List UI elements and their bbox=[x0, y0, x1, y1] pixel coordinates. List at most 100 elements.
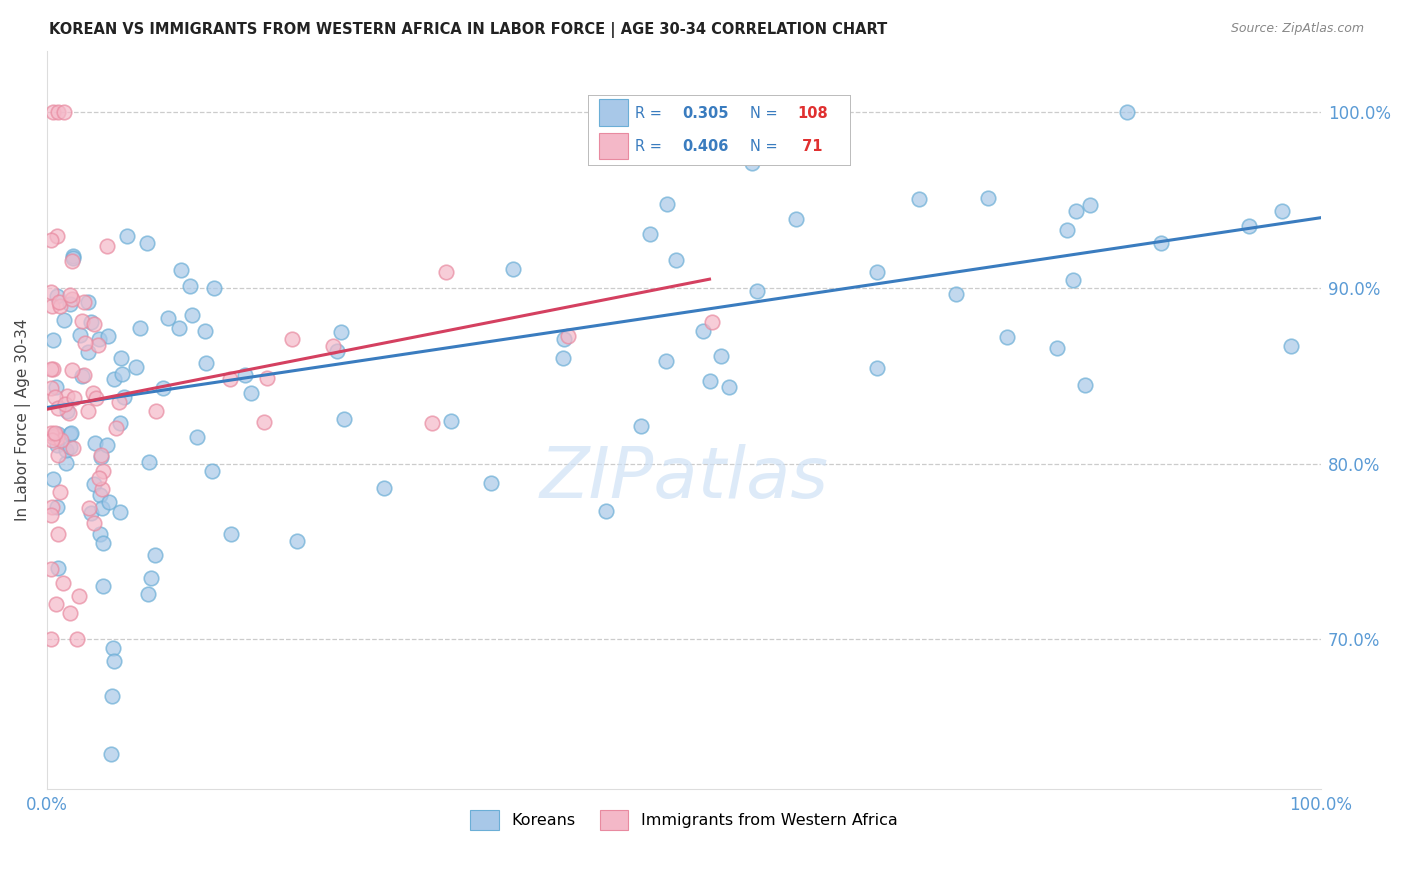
Point bbox=[179, 279, 201, 293]
Point bbox=[253, 415, 276, 429]
Point bbox=[87, 332, 110, 346]
Point bbox=[108, 416, 131, 430]
Point bbox=[139, 571, 162, 585]
Point bbox=[62, 441, 84, 455]
Point bbox=[59, 426, 82, 441]
Point bbox=[710, 349, 733, 363]
Point bbox=[89, 488, 111, 502]
Point bbox=[718, 380, 741, 394]
Point bbox=[41, 430, 63, 444]
Point bbox=[373, 481, 395, 495]
Point bbox=[45, 437, 67, 451]
Point bbox=[39, 508, 62, 522]
Point bbox=[51, 433, 73, 447]
Point bbox=[60, 363, 83, 377]
Point bbox=[72, 314, 94, 328]
Point bbox=[89, 471, 111, 485]
Point bbox=[77, 294, 100, 309]
Legend: Koreans, Immigrants from Western Africa: Koreans, Immigrants from Western Africa bbox=[464, 804, 904, 837]
Point bbox=[1271, 204, 1294, 219]
Point bbox=[76, 345, 98, 359]
Point bbox=[46, 105, 69, 120]
Point bbox=[67, 589, 90, 603]
Text: ZIPatlas: ZIPatlas bbox=[540, 444, 828, 513]
Point bbox=[91, 464, 114, 478]
Point bbox=[73, 294, 96, 309]
Point bbox=[59, 606, 82, 620]
Point bbox=[479, 476, 502, 491]
Point bbox=[45, 597, 67, 611]
Point bbox=[103, 654, 125, 668]
Point bbox=[655, 354, 678, 368]
Point bbox=[39, 562, 62, 576]
Point bbox=[46, 561, 69, 575]
Point bbox=[1064, 204, 1087, 219]
Point bbox=[665, 252, 688, 267]
Point bbox=[39, 632, 62, 647]
Point bbox=[1239, 219, 1261, 233]
Point bbox=[256, 371, 278, 385]
Point bbox=[98, 495, 121, 509]
Point bbox=[135, 236, 157, 251]
Point bbox=[41, 500, 63, 515]
Point bbox=[1056, 223, 1078, 237]
Point bbox=[502, 261, 524, 276]
Point bbox=[96, 239, 118, 253]
Point bbox=[219, 372, 242, 386]
Point bbox=[551, 351, 574, 365]
Point bbox=[46, 229, 69, 244]
Point bbox=[108, 505, 131, 519]
Point bbox=[91, 536, 114, 550]
Point bbox=[46, 431, 69, 445]
Point bbox=[219, 527, 242, 541]
Point bbox=[56, 389, 79, 403]
Point bbox=[167, 321, 190, 335]
Point bbox=[553, 332, 575, 346]
Point bbox=[80, 506, 103, 520]
Point bbox=[233, 368, 256, 382]
Point bbox=[111, 367, 134, 381]
Point bbox=[41, 300, 63, 314]
Point bbox=[100, 747, 122, 761]
Point bbox=[39, 285, 62, 299]
Point bbox=[62, 251, 84, 265]
Point bbox=[125, 359, 148, 374]
Point bbox=[1073, 378, 1095, 392]
Point bbox=[76, 403, 98, 417]
Point bbox=[59, 297, 82, 311]
Point bbox=[91, 500, 114, 515]
Point bbox=[62, 249, 84, 263]
Point bbox=[59, 440, 82, 454]
Point bbox=[1115, 105, 1137, 120]
Point bbox=[41, 361, 63, 376]
Point bbox=[152, 381, 174, 395]
Point bbox=[434, 265, 457, 279]
Point bbox=[117, 228, 139, 243]
Point bbox=[700, 315, 723, 329]
Point bbox=[322, 339, 344, 353]
Point bbox=[39, 425, 62, 440]
Point bbox=[699, 374, 721, 388]
Point bbox=[55, 442, 77, 457]
Text: KOREAN VS IMMIGRANTS FROM WESTERN AFRICA IN LABOR FORCE | AGE 30-34 CORRELATION : KOREAN VS IMMIGRANTS FROM WESTERN AFRICA… bbox=[49, 22, 887, 38]
Point bbox=[997, 330, 1019, 344]
Point bbox=[194, 356, 217, 370]
Point bbox=[46, 448, 69, 462]
Point bbox=[145, 404, 167, 418]
Point bbox=[66, 632, 89, 647]
Point bbox=[280, 332, 302, 346]
Point bbox=[58, 406, 80, 420]
Point bbox=[907, 192, 929, 206]
Point bbox=[330, 326, 353, 340]
Point bbox=[326, 343, 349, 358]
Point bbox=[42, 472, 65, 486]
Point bbox=[48, 294, 70, 309]
Point bbox=[866, 265, 889, 279]
Point bbox=[60, 292, 83, 306]
Point bbox=[46, 401, 69, 416]
Point bbox=[48, 427, 70, 442]
Text: Source: ZipAtlas.com: Source: ZipAtlas.com bbox=[1230, 22, 1364, 36]
Point bbox=[39, 233, 62, 247]
Point bbox=[80, 315, 103, 329]
Point bbox=[84, 392, 107, 406]
